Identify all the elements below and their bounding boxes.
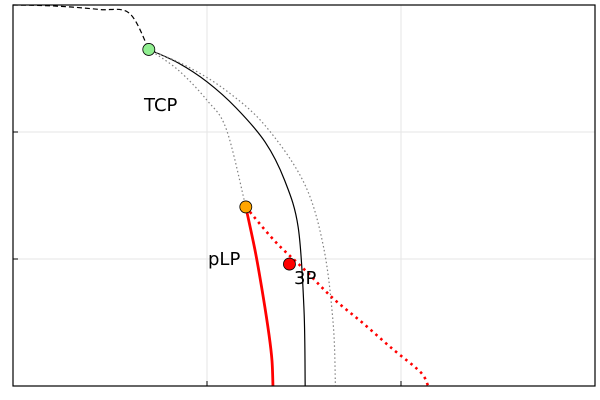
series-line-4 bbox=[244, 206, 275, 387]
series-line-0 bbox=[12, 4, 150, 50]
labeled-points bbox=[142, 43, 296, 271]
plot-frame bbox=[12, 4, 596, 387]
point-marker-plp bbox=[239, 200, 253, 214]
grid-lines bbox=[13, 5, 595, 386]
series-line-3 bbox=[148, 48, 247, 208]
series-lines bbox=[12, 4, 430, 387]
series-line-1 bbox=[148, 48, 306, 387]
series-line-2 bbox=[148, 48, 337, 387]
point-label-tcp: TCP bbox=[143, 95, 178, 116]
point-label-3p: 3P bbox=[294, 268, 316, 289]
point-marker-3p bbox=[283, 257, 296, 271]
point-marker-tcp bbox=[142, 43, 156, 56]
axis-ticks bbox=[13, 131, 402, 386]
point-label-plp: pLP bbox=[208, 249, 240, 270]
